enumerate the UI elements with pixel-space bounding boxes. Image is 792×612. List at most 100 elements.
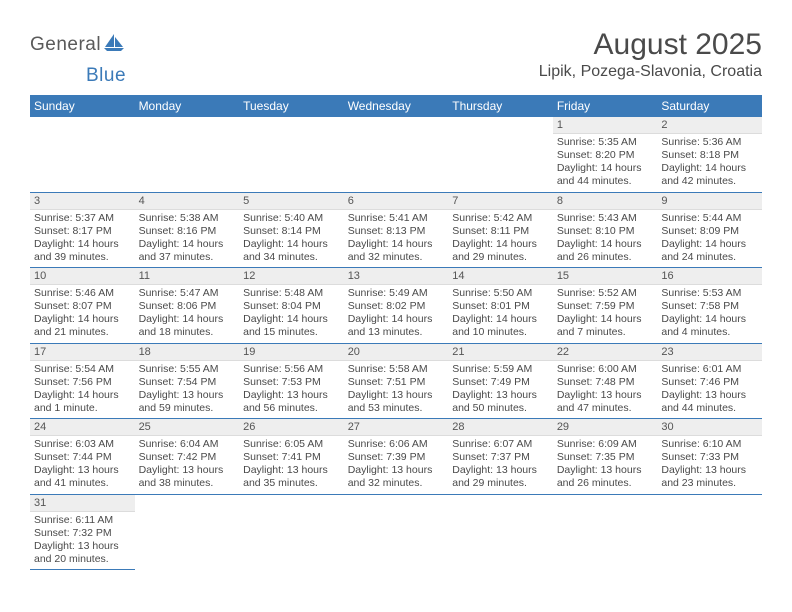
calendar-header-row: Sunday Monday Tuesday Wednesday Thursday… [30,95,762,117]
sunset-line: Sunset: 7:44 PM [34,451,131,464]
day-number: 13 [344,268,449,285]
day-number: 25 [135,419,240,436]
day-number: 26 [239,419,344,436]
day-details: Sunrise: 6:04 AMSunset: 7:42 PMDaylight:… [135,436,240,494]
day-number: 8 [553,193,658,210]
calendar-day-cell [344,117,449,192]
calendar-day-cell [239,494,344,570]
daylight-line: Daylight: 13 hours and 56 minutes. [243,389,340,415]
sunset-line: Sunset: 8:11 PM [452,225,549,238]
sunrise-line: Sunrise: 6:05 AM [243,438,340,451]
day-details: Sunrise: 5:52 AMSunset: 7:59 PMDaylight:… [553,285,658,343]
day-header: Tuesday [239,95,344,117]
sunrise-line: Sunrise: 5:46 AM [34,287,131,300]
day-number: 9 [657,193,762,210]
sunrise-line: Sunrise: 6:06 AM [348,438,445,451]
day-details: Sunrise: 5:43 AMSunset: 8:10 PMDaylight:… [553,210,658,268]
sunset-line: Sunset: 8:09 PM [661,225,758,238]
sunset-line: Sunset: 7:54 PM [139,376,236,389]
day-details: Sunrise: 5:41 AMSunset: 8:13 PMDaylight:… [344,210,449,268]
calendar-day-cell: 11Sunrise: 5:47 AMSunset: 8:06 PMDayligh… [135,268,240,344]
calendar-week-row: 17Sunrise: 5:54 AMSunset: 7:56 PMDayligh… [30,343,762,419]
calendar-day-cell: 13Sunrise: 5:49 AMSunset: 8:02 PMDayligh… [344,268,449,344]
sunrise-line: Sunrise: 5:44 AM [661,212,758,225]
day-number: 31 [30,495,135,512]
calendar-week-row: 1Sunrise: 5:35 AMSunset: 8:20 PMDaylight… [30,117,762,192]
day-number: 22 [553,344,658,361]
calendar-table: Sunday Monday Tuesday Wednesday Thursday… [30,95,762,570]
month-title: August 2025 [539,28,762,62]
calendar-day-cell: 21Sunrise: 5:59 AMSunset: 7:49 PMDayligh… [448,343,553,419]
day-number: 18 [135,344,240,361]
day-details: Sunrise: 6:07 AMSunset: 7:37 PMDaylight:… [448,436,553,494]
daylight-line: Daylight: 14 hours and 26 minutes. [557,238,654,264]
day-details: Sunrise: 5:50 AMSunset: 8:01 PMDaylight:… [448,285,553,343]
day-number: 12 [239,268,344,285]
day-number: 11 [135,268,240,285]
day-details: Sunrise: 5:47 AMSunset: 8:06 PMDaylight:… [135,285,240,343]
sunrise-line: Sunrise: 5:55 AM [139,363,236,376]
sunrise-line: Sunrise: 5:41 AM [348,212,445,225]
calendar-day-cell: 15Sunrise: 5:52 AMSunset: 7:59 PMDayligh… [553,268,658,344]
sunrise-line: Sunrise: 5:37 AM [34,212,131,225]
sunset-line: Sunset: 7:59 PM [557,300,654,313]
calendar-day-cell: 31Sunrise: 6:11 AMSunset: 7:32 PMDayligh… [30,494,135,570]
calendar-day-cell: 24Sunrise: 6:03 AMSunset: 7:44 PMDayligh… [30,419,135,495]
daylight-line: Daylight: 14 hours and 4 minutes. [661,313,758,339]
sunrise-line: Sunrise: 5:59 AM [452,363,549,376]
day-number: 1 [553,117,658,134]
day-number: 20 [344,344,449,361]
calendar-day-cell: 3 Sunrise: 5:37 AMSunset: 8:17 PMDaylight… [30,192,135,268]
daylight-line: Daylight: 13 hours and 59 minutes. [139,389,236,415]
calendar-day-cell: 18 Sunrise: 5:55 AMSunset: 7:54 PMDayligh… [135,343,240,419]
sunset-line: Sunset: 8:13 PM [348,225,445,238]
sunrise-line: Sunrise: 5:56 AM [243,363,340,376]
calendar-week-row: 31Sunrise: 6:11 AMSunset: 7:32 PMDayligh… [30,494,762,570]
day-details: Sunrise: 5:46 AMSunset: 8:07 PMDaylight:… [30,285,135,343]
sunset-line: Sunset: 8:20 PM [557,149,654,162]
day-details: Sunrise: 5:54 AMSunset: 7:56 PMDaylight:… [30,361,135,419]
sunset-line: Sunset: 8:17 PM [34,225,131,238]
logo-sail-icon [103,33,125,56]
calendar-day-cell: 4Sunrise: 5:38 AMSunset: 8:16 PMDaylight… [135,192,240,268]
sunset-line: Sunset: 8:07 PM [34,300,131,313]
sunset-line: Sunset: 8:06 PM [139,300,236,313]
day-details: Sunrise: 6:09 AMSunset: 7:35 PMDaylight:… [553,436,658,494]
daylight-line: Daylight: 13 hours and 44 minutes. [661,389,758,415]
day-number: 7 [448,193,553,210]
daylight-line: Daylight: 13 hours and 32 minutes. [348,464,445,490]
daylight-line: Daylight: 13 hours and 53 minutes. [348,389,445,415]
sunset-line: Sunset: 8:18 PM [661,149,758,162]
sunset-line: Sunset: 7:33 PM [661,451,758,464]
sunset-line: Sunset: 7:51 PM [348,376,445,389]
day-number: 21 [448,344,553,361]
sunrise-line: Sunrise: 5:42 AM [452,212,549,225]
daylight-line: Daylight: 14 hours and 1 minute. [34,389,131,415]
calendar-day-cell: 28Sunrise: 6:07 AMSunset: 7:37 PMDayligh… [448,419,553,495]
calendar-day-cell [448,117,553,192]
day-details: Sunrise: 5:53 AMSunset: 7:58 PMDaylight:… [657,285,762,343]
daylight-line: Daylight: 14 hours and 44 minutes. [557,162,654,188]
calendar-day-cell [448,494,553,570]
sunrise-line: Sunrise: 6:09 AM [557,438,654,451]
sunrise-line: Sunrise: 6:07 AM [452,438,549,451]
calendar-day-cell: 30Sunrise: 6:10 AMSunset: 7:33 PMDayligh… [657,419,762,495]
day-number: 30 [657,419,762,436]
day-header: Sunday [30,95,135,117]
daylight-line: Daylight: 13 hours and 47 minutes. [557,389,654,415]
sunset-line: Sunset: 7:49 PM [452,376,549,389]
sunrise-line: Sunrise: 5:52 AM [557,287,654,300]
calendar-day-cell: 12Sunrise: 5:48 AMSunset: 8:04 PMDayligh… [239,268,344,344]
sunrise-line: Sunrise: 5:43 AM [557,212,654,225]
sunrise-line: Sunrise: 5:49 AM [348,287,445,300]
day-details: Sunrise: 5:56 AMSunset: 7:53 PMDaylight:… [239,361,344,419]
calendar-day-cell: 9Sunrise: 5:44 AMSunset: 8:09 PMDaylight… [657,192,762,268]
calendar-day-cell: 14Sunrise: 5:50 AMSunset: 8:01 PMDayligh… [448,268,553,344]
location: Lipik, Pozega-Slavonia, Croatia [539,63,762,81]
daylight-line: Daylight: 14 hours and 39 minutes. [34,238,131,264]
sunset-line: Sunset: 8:01 PM [452,300,549,313]
day-number: 2 [657,117,762,134]
calendar-day-cell: 23Sunrise: 6:01 AMSunset: 7:46 PMDayligh… [657,343,762,419]
day-number: 3 [30,193,135,210]
calendar-day-cell: 1Sunrise: 5:35 AMSunset: 8:20 PMDaylight… [553,117,658,192]
